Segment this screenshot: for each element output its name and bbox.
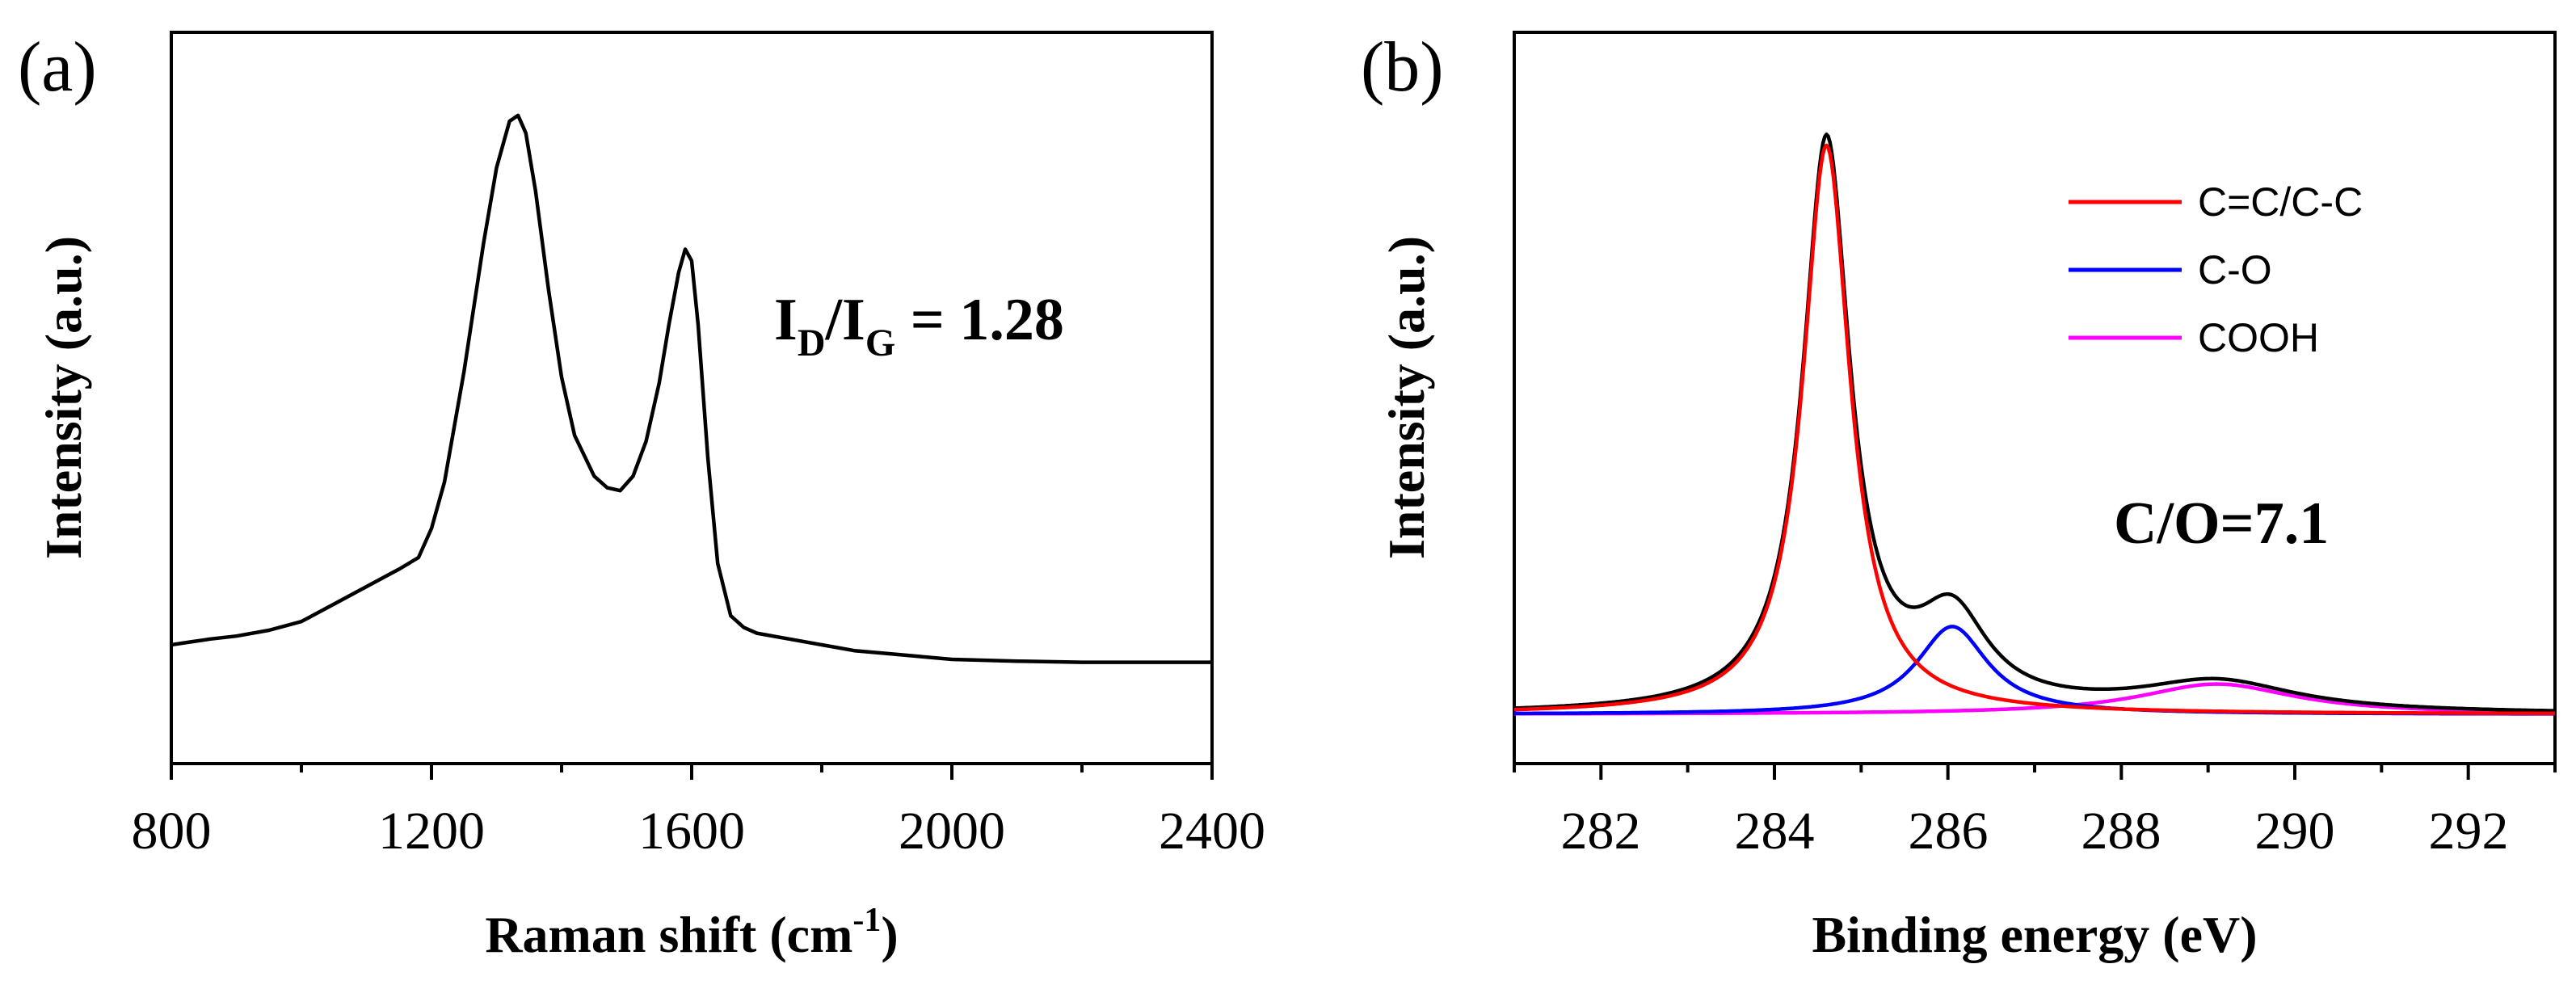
panel-b: (b) 282 284 286 288 290 292 Binding ener… xyxy=(1361,28,2557,963)
panel-b-xtick-label: 284 xyxy=(1735,802,1815,861)
panel-b-xtick-label: 290 xyxy=(2255,802,2335,861)
panel-b-y-axis-title: Intensity (a.u.) xyxy=(1378,236,1435,559)
panel-a-label: (a) xyxy=(18,28,97,107)
panel-a-xtick-label: 1600 xyxy=(638,802,745,861)
panel-b-series-line-envelope xyxy=(1513,133,2556,713)
legend-label-c-o: C-O xyxy=(2198,247,2272,293)
panel-b-series-line-cooh xyxy=(1513,682,2556,716)
panel-a-plot-frame xyxy=(170,31,1214,765)
panel-b-plot-frame xyxy=(1513,31,2557,765)
panel-b-series-line-c-c xyxy=(1513,143,2556,716)
legend-label-c-c: C=C/C-C xyxy=(2198,179,2363,225)
panel-a-id-ig-annotation: ID/IG = 1.28 xyxy=(774,287,1064,364)
panel-a-y-axis-title: Intensity (a.u.) xyxy=(35,236,92,559)
panel-b-c-o-ratio-annotation: C/O=7.1 xyxy=(2114,490,2329,557)
panel-b-legend: C=C/C-C C-O COOH xyxy=(2069,179,2363,360)
panel-b-xtick-label: 282 xyxy=(1561,802,1641,861)
panel-b-xtick-label: 286 xyxy=(1909,802,1989,861)
panel-b-x-ticks xyxy=(1513,764,2557,780)
legend-label-cooh: COOH xyxy=(2198,315,2319,360)
panel-a-xtick-label: 800 xyxy=(132,802,212,861)
panel-b-xtick-label: 288 xyxy=(2081,802,2161,861)
panel-a-x-ticks xyxy=(170,764,1214,780)
panel-a-xtick-label: 1200 xyxy=(378,802,485,861)
panel-a-x-axis-title: Raman shift (cm-1) xyxy=(485,902,898,963)
panel-a: (a) 800 1200 1600 2000 2400 Raman shift … xyxy=(18,28,1265,963)
panel-a-series-line xyxy=(170,113,1212,664)
panel-a-xtick-label: 2000 xyxy=(899,802,1005,861)
panel-b-x-axis-title: Binding energy (eV) xyxy=(1812,906,2257,963)
panel-a-xtick-label: 2400 xyxy=(1159,802,1265,861)
panel-b-series-line-c-o xyxy=(1513,625,2556,716)
panel-b-xtick-label: 292 xyxy=(2429,802,2509,861)
panel-b-label: (b) xyxy=(1361,28,1444,107)
